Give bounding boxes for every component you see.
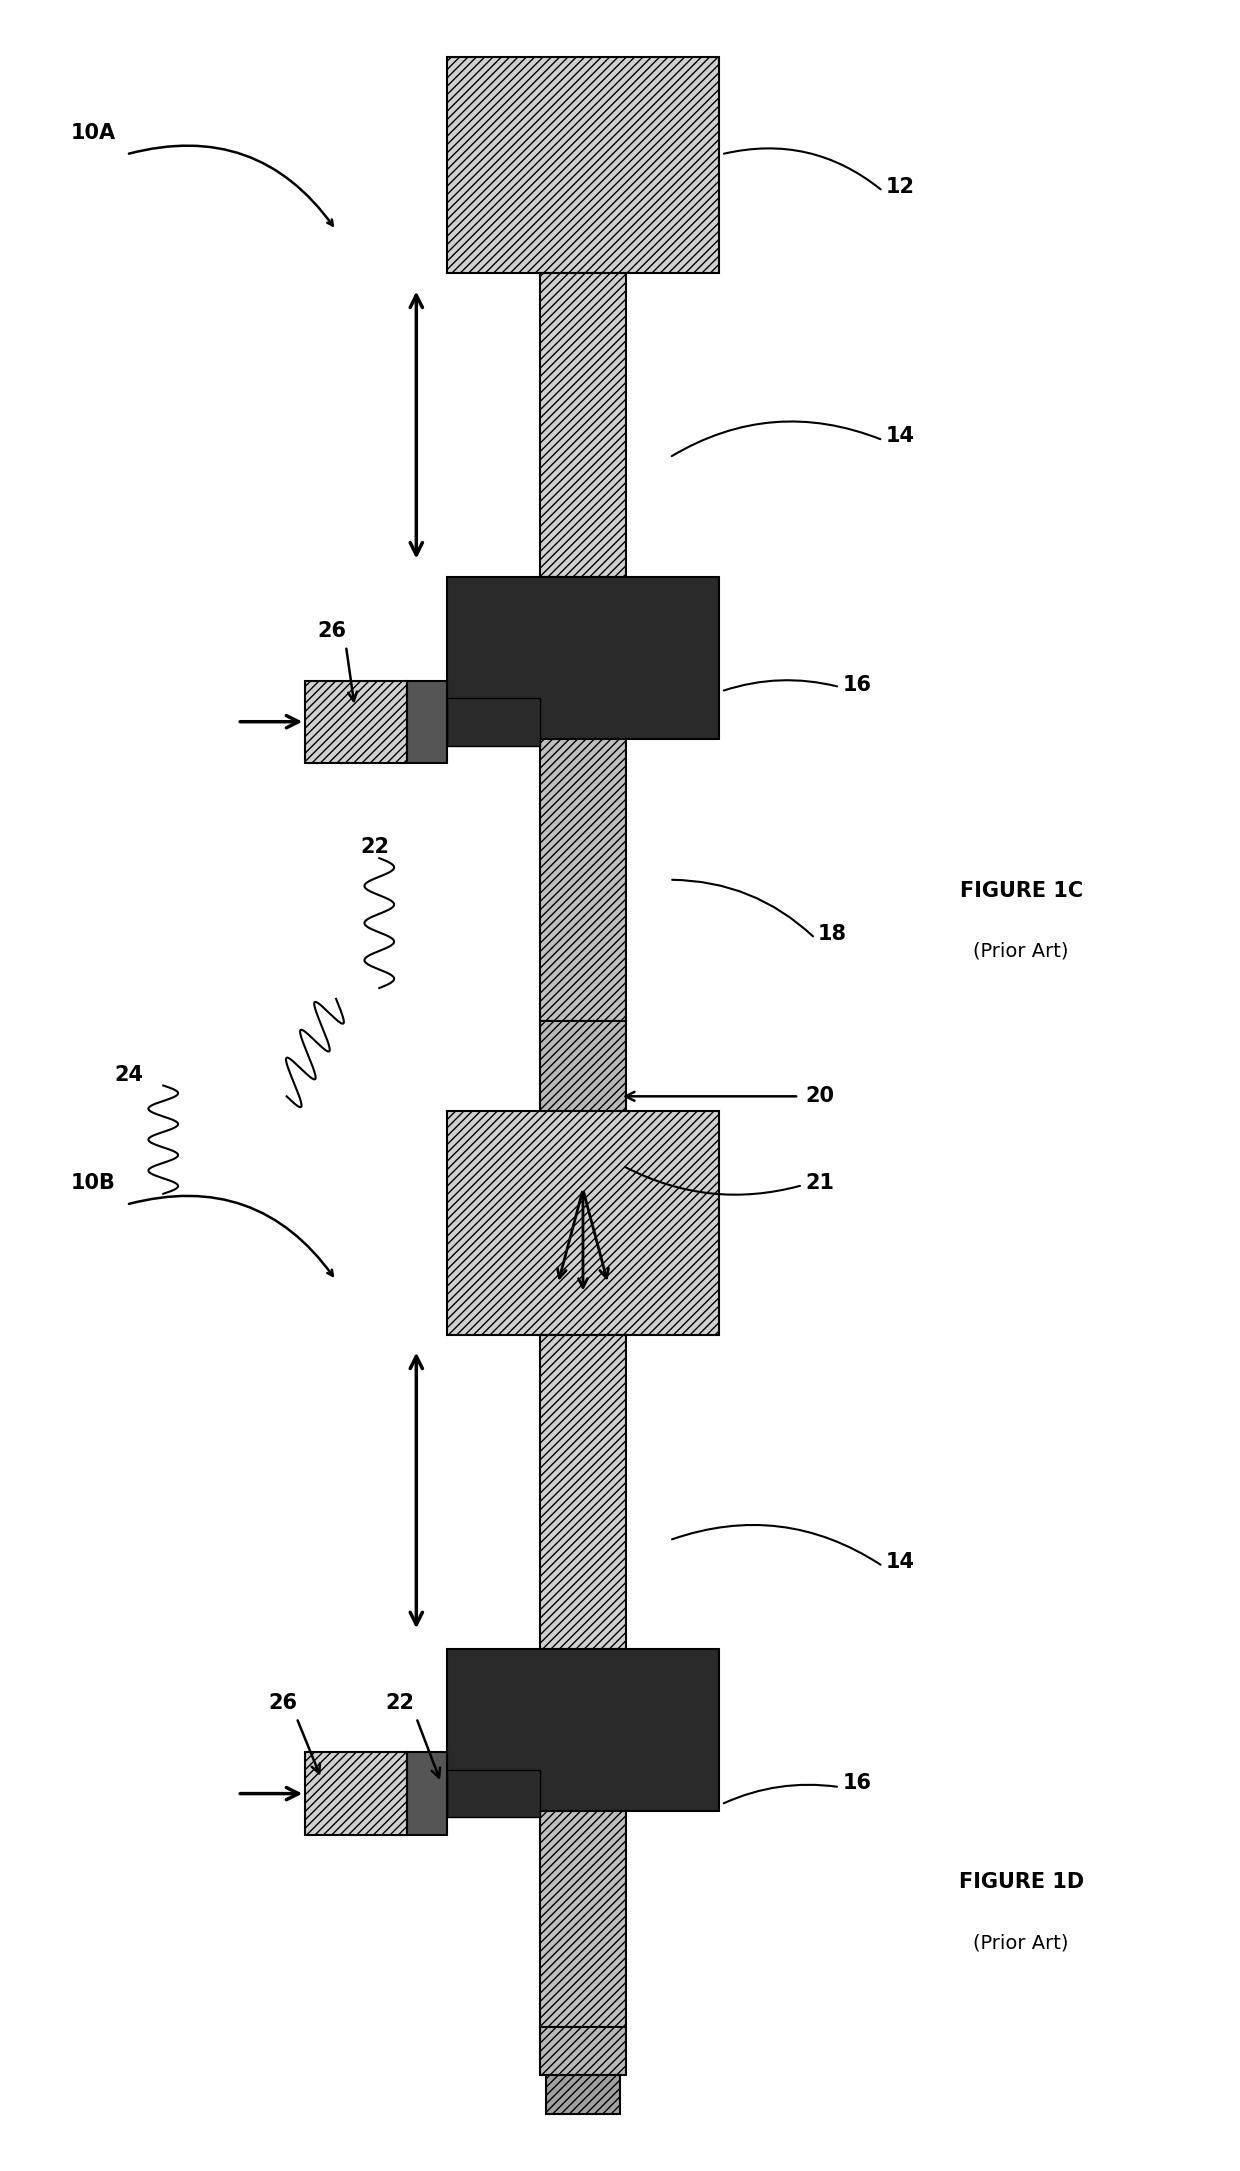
Bar (448, 577, 719, 738)
Bar (408, 680, 448, 762)
Text: 12: 12 (885, 176, 914, 198)
Bar (539, 274, 626, 577)
Text: FIGURE 1C: FIGURE 1C (960, 881, 1083, 901)
Bar (448, 1769, 539, 1817)
Bar (448, 56, 719, 274)
Text: 16: 16 (842, 1774, 872, 1793)
Bar (305, 680, 408, 762)
Text: (Prior Art): (Prior Art) (973, 942, 1069, 962)
Bar (539, 1335, 626, 1648)
Bar (448, 697, 539, 745)
Text: 26: 26 (317, 621, 346, 640)
Bar (539, 1811, 626, 2028)
Bar (408, 1752, 448, 1834)
Bar (539, 2028, 626, 2075)
Text: 10A: 10A (71, 124, 115, 143)
Bar (539, 1020, 626, 1133)
Text: (Prior Art): (Prior Art) (973, 1934, 1069, 1952)
Text: 14: 14 (885, 1552, 914, 1572)
Text: 10B: 10B (71, 1172, 115, 1192)
Bar (539, 738, 626, 1020)
Text: 16: 16 (842, 675, 872, 695)
Text: 14: 14 (885, 426, 914, 445)
Text: 22: 22 (361, 838, 389, 858)
Text: 26: 26 (268, 1693, 298, 1713)
Bar (448, 1648, 719, 1811)
Text: FIGURE 1D: FIGURE 1D (959, 1871, 1084, 1893)
Text: 18: 18 (817, 925, 847, 944)
Text: 21: 21 (805, 1172, 835, 1192)
Text: 24: 24 (114, 1064, 143, 1086)
Bar (448, 1112, 719, 1335)
Text: 22: 22 (386, 1693, 414, 1713)
Bar (547, 2075, 620, 2115)
Bar (305, 1752, 408, 1834)
Text: 20: 20 (805, 1086, 835, 1107)
Bar (547, 1133, 620, 1172)
